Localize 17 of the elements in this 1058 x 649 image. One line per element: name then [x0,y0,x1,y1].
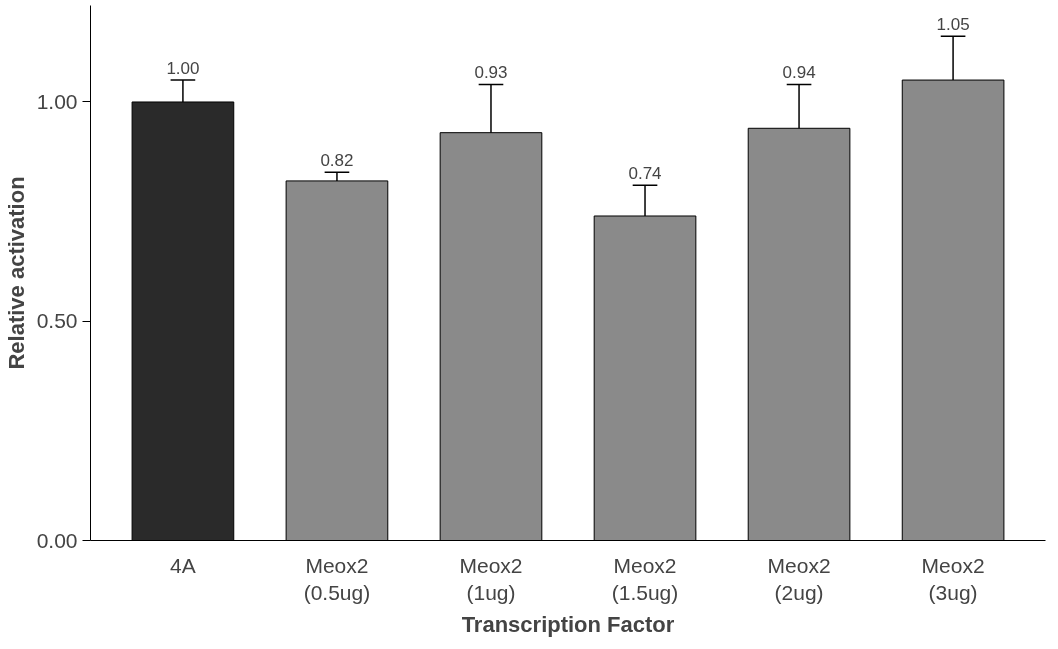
y-tick-label: 0.00 [36,528,78,552]
x-tick-label: Meox2 (1ug) [459,553,523,605]
x-tick-label: Meox2 (2ug) [767,553,831,605]
data-label: 1.00 [166,59,200,79]
data-label: 0.74 [628,164,662,184]
y-tick-label: 1.00 [36,89,78,113]
data-label: 0.94 [782,63,816,83]
y-axis-title: Relative activation [3,176,29,370]
x-axis-title: Transcription Factor [461,612,675,638]
data-label: 0.93 [474,63,508,83]
data-label: 0.82 [320,151,354,171]
x-tick-label: 4A [170,553,196,577]
y-tick-label: 0.50 [36,309,78,333]
x-tick-label: Meox2 (1.5ug) [611,553,679,605]
x-tick-label: Meox2 (0.5ug) [303,553,371,605]
x-tick-label: Meox2 (3ug) [921,553,985,605]
data-label: 1.05 [936,15,970,35]
